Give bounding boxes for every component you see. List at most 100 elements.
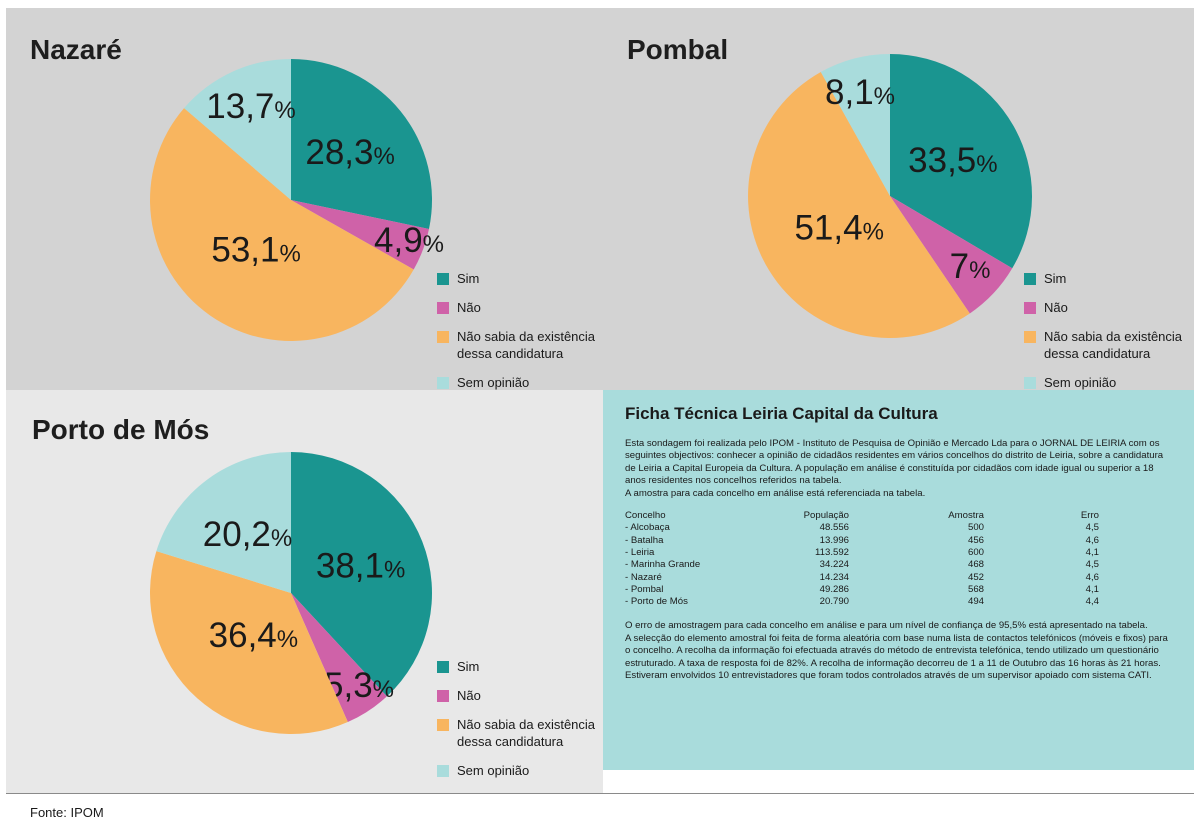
table-header: Amostra xyxy=(948,510,984,522)
table-header-row: Concelho População Amostra Erro xyxy=(625,510,1172,522)
legend-label: Sem opinião xyxy=(1044,375,1117,390)
chart-title-pombal: Pombal xyxy=(627,34,729,65)
chart-panel-porto-de-mos: Porto de Mós 38,1% 5,3% 36,4% 20,2% Sim Não… xyxy=(6,390,603,794)
table-cell: - Batalha xyxy=(625,534,664,546)
table-cell: 20.790 xyxy=(819,596,849,608)
pie-chart-nazare: 28,3% 4,9% 53,1% 13,7% xyxy=(150,59,444,341)
pie-data-label: 28,3% xyxy=(305,133,394,172)
table-cell: 600 xyxy=(967,546,984,558)
table-cell: 113.592 xyxy=(815,546,849,558)
legend-swatch xyxy=(437,273,449,285)
table-row: - Porto de Mós 20.790 494 4,4 xyxy=(625,596,1172,608)
legend-label: Não xyxy=(457,688,481,703)
table-row: - Nazaré 14.234 452 4,6 xyxy=(625,572,1172,584)
table-header: Concelho xyxy=(625,510,666,522)
legend-label: Sim xyxy=(1044,271,1067,286)
table-cell: 34.224 xyxy=(819,559,849,571)
legend-item-nao-sabia: Não sabia da existência dessa candidatur… xyxy=(437,716,617,750)
legend-swatch xyxy=(437,331,449,343)
legend-item-nao: Não xyxy=(1024,299,1200,316)
pie-slice-sim xyxy=(291,59,433,230)
table-cell: 468 xyxy=(967,559,984,571)
top-strip xyxy=(0,0,1200,8)
pie-data-label: 20,2% xyxy=(203,515,292,554)
table-cell: 4,6 xyxy=(1085,571,1099,583)
legend-item-sem-opiniao: Sem opinião xyxy=(437,762,617,779)
technical-sheet-box: Ficha Técnica Leiria Capital da Cultura … xyxy=(603,390,1194,770)
table-cell: 4,5 xyxy=(1085,522,1099,534)
legend-item-sem-opiniao: Sem opinião xyxy=(437,374,617,391)
legend-swatch xyxy=(437,719,449,731)
table-cell: 4,6 xyxy=(1085,534,1099,546)
chart-title-porto-de-mos: Porto de Mós xyxy=(32,414,210,445)
table-cell: 494 xyxy=(967,596,984,608)
chart-title-nazare: Nazaré xyxy=(30,34,122,65)
pie-slice-nao xyxy=(890,196,1013,314)
table-cell: 49.286 xyxy=(819,583,849,595)
legend-swatch xyxy=(437,765,449,777)
table-cell: - Leiria xyxy=(625,546,655,558)
legend-swatch xyxy=(437,377,449,389)
table-cell: - Nazaré xyxy=(625,571,662,583)
legend-swatch xyxy=(437,690,449,702)
table-row: - Marinha Grande 34.224 468 4,5 xyxy=(625,559,1172,571)
pie-slice-nao-sabia xyxy=(149,551,348,735)
technical-sheet-intro: Esta sondagem foi realizada pelo IPOM - … xyxy=(625,438,1164,487)
pie-slice-nao-sabia xyxy=(150,108,414,341)
pie-data-label: 4,9% xyxy=(374,221,444,260)
table-row: - Pombal 49.286 568 4,1 xyxy=(625,584,1172,596)
pie-data-label: 7% xyxy=(950,247,991,286)
pie-slice-sim xyxy=(890,54,1033,269)
pie-data-label: 8,1% xyxy=(825,73,895,112)
legend-label: Não xyxy=(1044,300,1068,315)
legend-swatch xyxy=(1024,331,1036,343)
table-cell: 14.234 xyxy=(819,571,849,583)
source-credit: Fonte: IPOM xyxy=(30,805,104,820)
pie-slice-sim xyxy=(291,452,432,697)
pie-slice-nao-sabia xyxy=(748,72,970,338)
table-cell: 13.996 xyxy=(819,534,849,546)
pie-data-label: 13,7% xyxy=(206,87,295,126)
legend-label: Sem opinião xyxy=(457,763,530,778)
table-cell: 4,5 xyxy=(1085,559,1099,571)
table-header: População xyxy=(803,510,849,522)
pie-slice-sem-opiniao xyxy=(820,54,890,196)
pie-data-label: 33,5% xyxy=(908,141,997,180)
legend-swatch xyxy=(1024,377,1036,389)
pie-slice-sem-opiniao xyxy=(156,452,291,593)
table-cell: - Marinha Grande xyxy=(625,559,701,571)
pie-data-label: 36,4% xyxy=(209,616,298,655)
pie-slice-sem-opiniao xyxy=(184,59,291,200)
table-cell: 48.556 xyxy=(819,522,849,534)
pie-chart-porto-de-mos: 38,1%5,3%36,4%20,2% xyxy=(149,452,432,735)
legend-swatch xyxy=(437,661,449,673)
pie-slice-nao xyxy=(291,593,387,723)
legend-label: Não sabia da existência dessa candidatur… xyxy=(1044,329,1183,361)
table-cell: 500 xyxy=(967,522,984,534)
legend-item-sem-opiniao: Sem opinião xyxy=(1024,374,1200,391)
legend-item-sim: Sim xyxy=(437,658,617,675)
legend-label: Não xyxy=(457,300,481,315)
table-cell: - Alcobaça xyxy=(625,522,670,534)
table-cell: 456 xyxy=(967,534,984,546)
legend-swatch xyxy=(1024,273,1036,285)
table-row: - Batalha 13.996 456 4,6 xyxy=(625,535,1172,547)
technical-sheet-title: Ficha Técnica Leiria Capital da Cultura xyxy=(625,404,938,423)
footer-divider xyxy=(6,793,1194,794)
legend-label: Sim xyxy=(457,271,480,286)
sample-table: Concelho População Amostra Erro - Alcoba… xyxy=(625,510,1172,608)
legend-porto-de-mos: Sim Não Não sabia da existência dessa ca… xyxy=(437,658,617,791)
table-cell: - Pombal xyxy=(625,583,664,595)
pie-data-label: 51,4% xyxy=(794,208,883,247)
chart-panel-nazare: Nazaré 28,3% 4,9% 53,1% 13,7% Sim Não Não s… xyxy=(6,8,603,390)
table-row: - Alcobaça 48.556 500 4,5 xyxy=(625,522,1172,534)
chart-panel-pombal: Pombal 33,5% 7% 51,4% 8,1% Sim Não Não sabi… xyxy=(603,8,1194,390)
legend-label: Sim xyxy=(457,659,480,674)
legend-item-nao: Não xyxy=(437,299,617,316)
table-cell: 568 xyxy=(967,583,984,595)
pie-chart-pombal: 33,5% 7% 51,4% 8,1% xyxy=(748,54,1033,338)
legend-item-sim: Sim xyxy=(1024,270,1200,287)
legend-item-sim: Sim xyxy=(437,270,617,287)
table-row: - Leiria 113.592 600 4,1 xyxy=(625,547,1172,559)
pie-slice-nao xyxy=(291,200,429,270)
